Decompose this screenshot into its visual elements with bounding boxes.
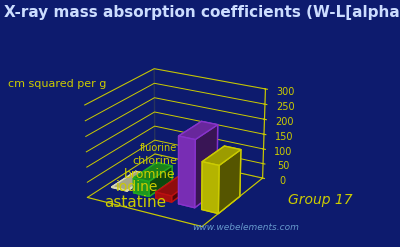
Text: astatine: astatine [104, 195, 166, 210]
Text: www.webelements.com: www.webelements.com [192, 223, 299, 232]
Text: fluorine: fluorine [140, 143, 177, 153]
Text: bromine: bromine [124, 168, 176, 181]
Text: X-ray mass absorption coefficients (W-L[alpha]): X-ray mass absorption coefficients (W-L[… [4, 5, 400, 20]
Text: cm squared per g: cm squared per g [8, 79, 106, 89]
Text: iodine: iodine [116, 180, 158, 194]
Text: chlorine: chlorine [132, 156, 177, 165]
Text: Group 17: Group 17 [288, 193, 353, 207]
